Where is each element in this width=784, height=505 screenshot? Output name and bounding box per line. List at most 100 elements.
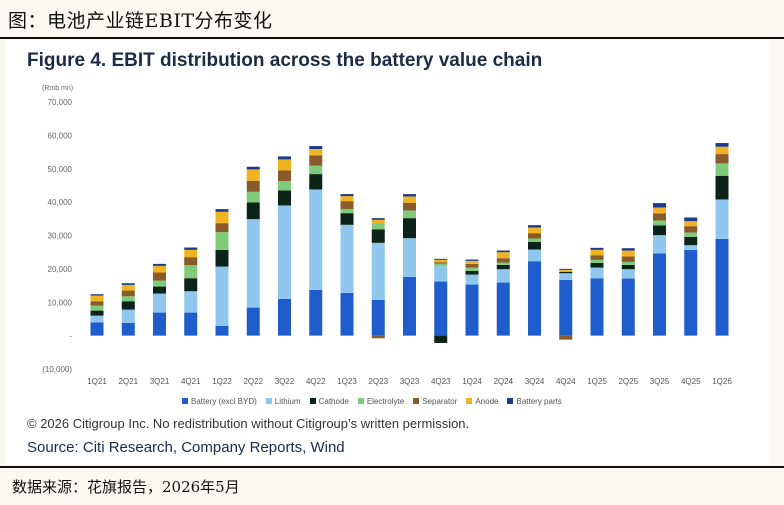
- bar-segment: [246, 307, 260, 336]
- bar-segment: [496, 269, 510, 283]
- bar-segment: [684, 249, 698, 336]
- bar-segment: [153, 272, 166, 281]
- y-tick-label: 10,000: [48, 298, 73, 307]
- legend-label: Separator: [422, 396, 458, 406]
- legend-label: Battery (excl BYD): [191, 396, 257, 406]
- bar-segment: [465, 263, 479, 268]
- bar-segment: [590, 255, 604, 260]
- bar-segment: [90, 294, 104, 296]
- bar-segment: [246, 191, 260, 203]
- data-source-note: 数据来源：花旗报告，2026年5月: [12, 478, 240, 496]
- bar-segment: [715, 163, 729, 176]
- y-tick-label: -: [69, 332, 72, 341]
- bar-segment: [371, 299, 385, 336]
- bar-segment: [715, 154, 729, 164]
- bar-segment: [371, 335, 385, 339]
- bar-segment: [496, 252, 510, 259]
- bar-segment: [621, 256, 635, 262]
- bar-segment: [184, 247, 198, 250]
- bar-segment: [90, 305, 104, 311]
- bar-segment: [278, 190, 291, 206]
- bar-segment: [278, 298, 291, 336]
- x-tick-label: 2Q22: [243, 377, 263, 386]
- bar-segment: [684, 236, 698, 246]
- bar-segment: [153, 286, 166, 294]
- y-unit-label: (Rmb mn): [42, 85, 73, 92]
- x-tick-label: 3Q25: [650, 377, 670, 386]
- bar-segment: [653, 253, 666, 336]
- bar-segment: [215, 223, 229, 233]
- bar-segment: [621, 248, 635, 251]
- copyright-note: © 2026 Citigroup Inc. No redistribution …: [27, 416, 470, 431]
- bar-segment: [496, 262, 510, 265]
- bar-segment: [153, 263, 166, 266]
- bar-segment: [215, 325, 229, 336]
- bar-segment: [278, 156, 291, 160]
- y-tick-label: (10,000): [42, 365, 72, 374]
- x-tick-label: 4Q24: [556, 377, 576, 386]
- bar-segment: [371, 223, 385, 230]
- bar-segment: [559, 269, 573, 271]
- bar-segment: [559, 270, 573, 272]
- x-tick-label: 2Q21: [118, 377, 138, 386]
- y-tick-label: 20,000: [48, 265, 73, 274]
- bar-segment: [309, 155, 323, 166]
- bar-segment: [590, 259, 604, 263]
- bar-segment: [371, 218, 385, 220]
- bar-segment: [215, 211, 229, 224]
- bar-segment: [340, 194, 354, 197]
- x-tick-label: 4Q23: [431, 377, 451, 386]
- legend-item: Electrolyte: [357, 397, 404, 406]
- bar-segment: [121, 322, 135, 336]
- bar-segment: [403, 194, 416, 197]
- bar-segment: [465, 284, 479, 336]
- bar-segment: [403, 196, 416, 203]
- legend-item: Lithium: [265, 397, 301, 406]
- bar-segment: [371, 229, 385, 243]
- bar-segment: [465, 267, 479, 271]
- bar-segment: [153, 293, 166, 313]
- legend-label: Cathode: [318, 396, 349, 406]
- x-tick-label: 1Q24: [462, 377, 482, 386]
- figure-caption: 图：电池产业链EBIT分布变化: [8, 10, 273, 32]
- bar-segment: [246, 219, 260, 308]
- bar-segment: [684, 226, 698, 233]
- bar-segment: [528, 261, 541, 336]
- bar-segment: [684, 245, 698, 250]
- legend-item: Cathode: [309, 396, 349, 406]
- bar-segment: [528, 238, 541, 242]
- bar-segment: [715, 199, 729, 239]
- bar-segment: [184, 265, 198, 279]
- bar-segment: [684, 221, 698, 227]
- bar-segment: [496, 264, 510, 270]
- bar-segment: [528, 233, 541, 239]
- legend-item: Battery parts: [507, 397, 562, 406]
- bar-segment: [309, 289, 323, 336]
- bar-segment: [246, 180, 260, 192]
- bar-segment: [90, 301, 104, 306]
- bar-segment: [621, 269, 635, 279]
- x-tick-label: 2Q24: [493, 377, 513, 386]
- chart-panel: [6, 40, 770, 464]
- legend-label: Anode: [475, 396, 499, 406]
- bar-segment: [403, 210, 416, 219]
- legend-swatch: [507, 398, 514, 404]
- bar-segment: [590, 267, 604, 279]
- bar-segment: [715, 146, 729, 155]
- legend-swatch: [182, 398, 188, 404]
- legend-swatch: [466, 398, 473, 404]
- legend-item: Battery (excl BYD): [182, 397, 257, 406]
- bar-segment: [559, 271, 573, 274]
- bar-segment: [559, 279, 573, 336]
- bar-segment: [403, 276, 416, 336]
- bar-segment: [403, 218, 416, 239]
- x-tick-label: 2Q23: [368, 377, 388, 386]
- bar-segment: [121, 296, 135, 302]
- bar-segment: [215, 232, 229, 250]
- bar-segment: [590, 262, 604, 268]
- bar-segment: [184, 278, 198, 292]
- legend-swatch: [357, 398, 364, 404]
- bar-segment: [153, 265, 166, 273]
- bar-segment: [528, 225, 541, 228]
- x-tick-label: 1Q25: [587, 377, 607, 386]
